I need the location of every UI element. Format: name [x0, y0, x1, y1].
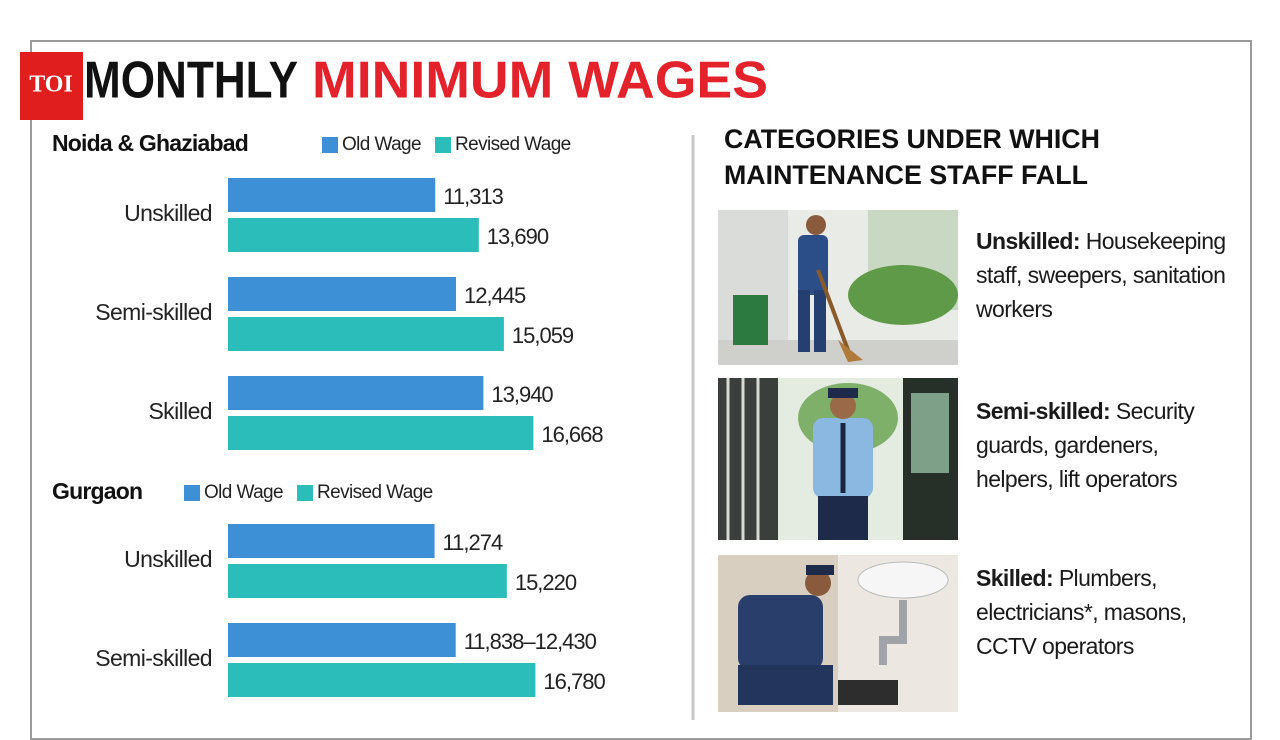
chart-title: Gurgaon	[52, 478, 142, 504]
legend-swatch	[296, 485, 313, 501]
legend-label: Old Wage	[342, 134, 421, 155]
bar	[228, 564, 507, 598]
legend-label: Revised Wage	[317, 482, 433, 503]
category-item: Semi-skilled: Security guards, gardeners…	[976, 394, 1226, 496]
category-item: Unskilled: Housekeeping staff, sweepers,…	[976, 224, 1226, 326]
value-label: 16,668	[541, 422, 603, 447]
photo-guard	[718, 378, 958, 540]
photo-sweeper	[718, 210, 958, 365]
bar	[228, 623, 456, 657]
category-item: Skilled: Plumbers, electricians*, masons…	[976, 561, 1226, 663]
bar	[228, 376, 484, 410]
category-label: Semi-skilled	[95, 645, 212, 671]
value-label: 15,059	[512, 323, 574, 348]
bar	[228, 663, 536, 697]
bar	[228, 277, 456, 311]
panel-title: MAINTENANCE STAFF FALL	[724, 160, 1088, 190]
bar	[228, 416, 534, 450]
category-label: Unskilled	[124, 546, 212, 572]
badge-text: TOI	[29, 72, 73, 98]
category-label: Unskilled:	[976, 228, 1081, 254]
title-red: MINIMUM WAGES	[312, 52, 768, 110]
photo-plumber	[718, 555, 958, 712]
category-label: Skilled:	[976, 565, 1054, 591]
value-label: 13,940	[491, 382, 553, 407]
bar	[228, 524, 435, 558]
bar	[228, 317, 504, 351]
badge	[20, 52, 83, 120]
value-label: 12,445	[464, 283, 526, 308]
category-label: Semi-skilled	[95, 299, 212, 325]
chart-title: Noida & Ghaziabad	[52, 130, 248, 156]
legend-swatch	[434, 137, 451, 153]
category-label: Skilled	[148, 398, 212, 424]
bar	[228, 178, 436, 212]
legend-label: Revised Wage	[455, 134, 571, 155]
page: TOI MONTHLY MINIMUM WAGES CATEGORIES UND…	[20, 40, 1252, 740]
category-description: Security guards, gardeners, helpers, lif…	[976, 398, 1195, 492]
value-label: 13,690	[487, 224, 549, 249]
title-black: MONTHLY	[84, 52, 298, 110]
value-label: 11,838–12,430	[464, 629, 597, 654]
category-label: Semi-skilled:	[976, 398, 1111, 424]
value-label: 15,220	[515, 570, 577, 595]
legend-label: Old Wage	[204, 482, 283, 503]
value-label: 11,313	[443, 184, 503, 209]
value-label: 16,780	[543, 669, 605, 694]
panel-title: CATEGORIES UNDER WHICH	[724, 124, 1100, 154]
category-description: Plumbers, electricians*, masons, CCTV op…	[976, 565, 1187, 659]
bar	[228, 218, 479, 252]
legend-swatch	[184, 485, 200, 501]
legend-swatch	[322, 137, 338, 153]
value-label: 11,274	[443, 530, 503, 555]
infographic: TOI MONTHLY MINIMUM WAGES CATEGORIES UND…	[20, 52, 1100, 720]
category-description: Housekeeping staff, sweepers, sanitation…	[976, 228, 1226, 322]
category-label: Unskilled	[124, 200, 212, 226]
